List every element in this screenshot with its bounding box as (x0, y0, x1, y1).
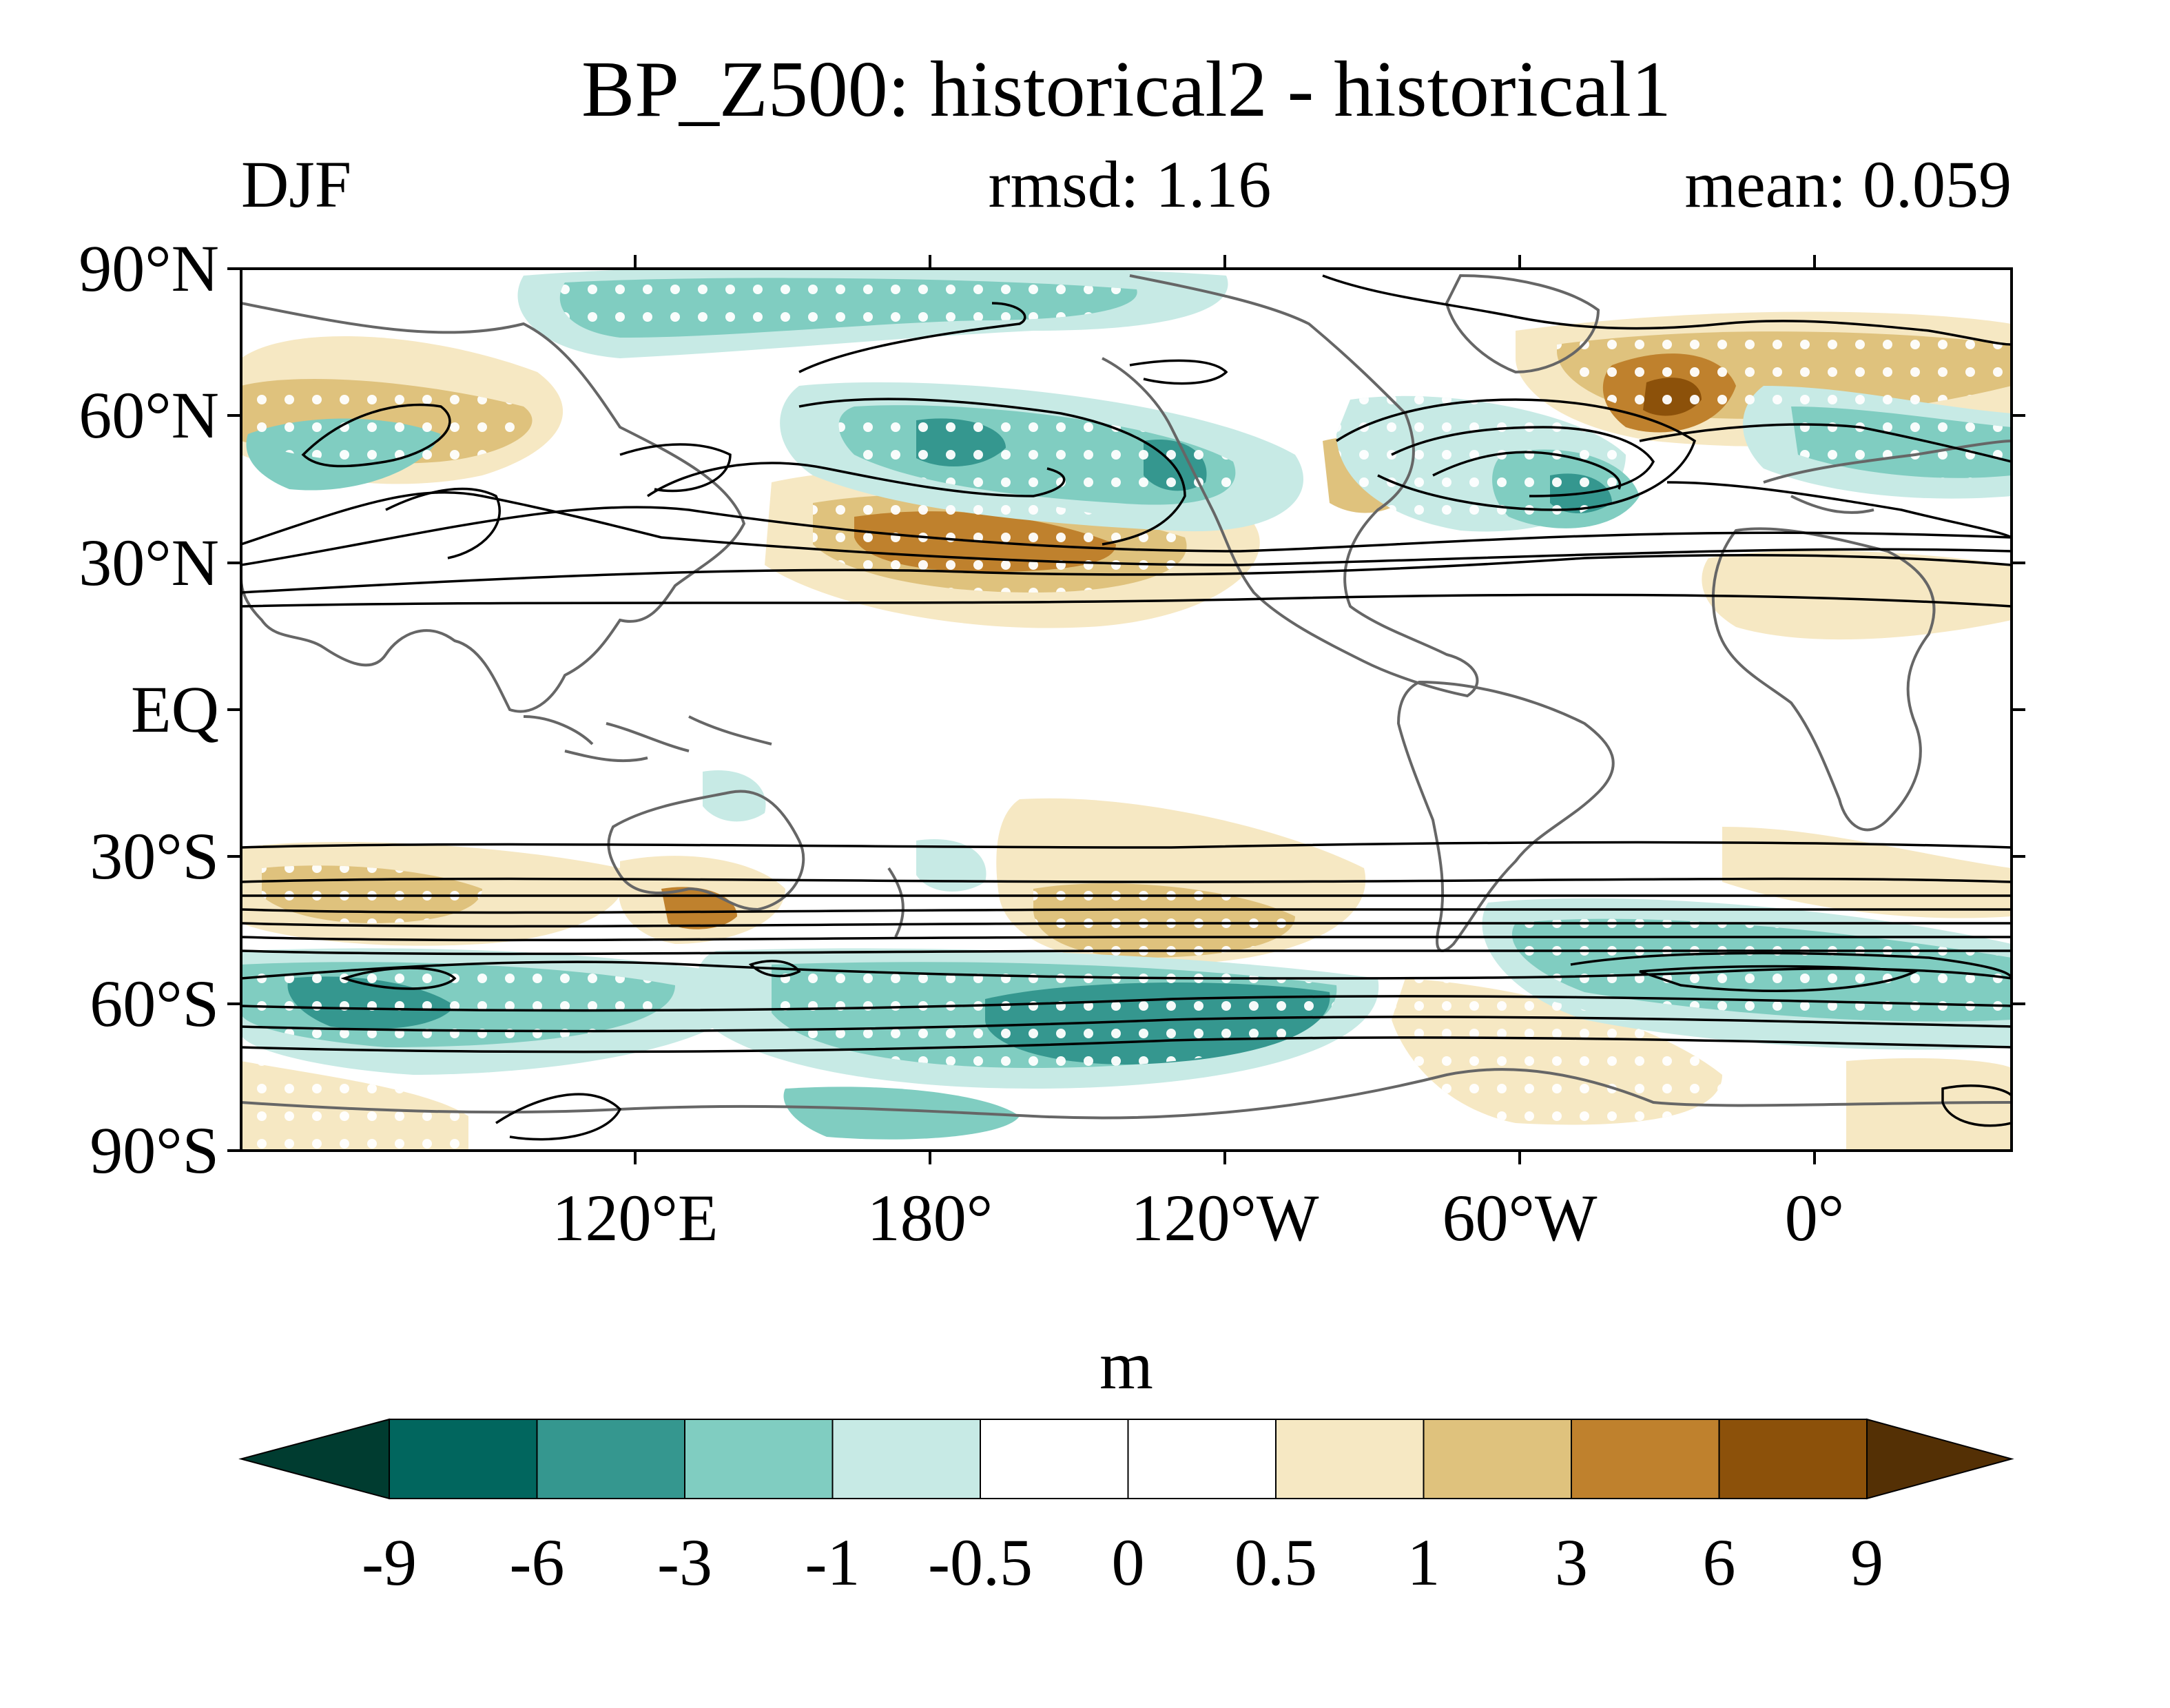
colorbar-tick-label: 9 (1850, 1525, 1883, 1599)
lon-label-60w: 60°W (1443, 1181, 1598, 1255)
colorbar-box (1275, 1419, 1425, 1499)
colorbar-tick-label: 6 (1703, 1525, 1736, 1599)
colorbar-extend-high (1866, 1418, 2014, 1500)
colorbar-box (1423, 1419, 1572, 1499)
colorbar-tick-label: -9 (362, 1525, 417, 1599)
colorbar-tick-label: 3 (1555, 1525, 1588, 1599)
colorbar-box (1127, 1419, 1277, 1499)
colorbar-box (1571, 1419, 1720, 1499)
lon-label-0: 0° (1785, 1181, 1844, 1255)
mean-label: mean: 0.059 (1684, 147, 2012, 221)
rmsd-label: rmsd: 1.16 (989, 147, 1272, 221)
colorbar-tick-label: 0 (1112, 1525, 1145, 1599)
latitude-labels: 90°N 60°N 30°N EQ 30°S 60°S 90°S (79, 231, 219, 1187)
significance-stippling (241, 278, 2012, 1151)
plot-title: BP_Z500: historical2 - historical1 (581, 45, 1671, 134)
colorbar-box (980, 1419, 1129, 1499)
climatology-contours (241, 274, 2012, 1141)
lat-label-60n: 60°N (79, 378, 219, 452)
lat-label-60s: 60°S (90, 967, 219, 1040)
colorbar-tick-label: -6 (510, 1525, 565, 1599)
season-label: DJF (241, 147, 351, 221)
colorbar: -9 -6 -3 -1 -0.5 0 0.5 1 3 6 9 (238, 1418, 2014, 1599)
colorbar-tick-label: -0.5 (928, 1525, 1033, 1599)
lon-label-120e: 120°E (552, 1181, 718, 1255)
colorbar-tick-label: -1 (805, 1525, 860, 1599)
lat-label-30s: 30°S (90, 819, 219, 893)
lat-label-eq: EQ (131, 672, 219, 746)
longitude-labels: 120°E 180° 120°W 60°W 0° (552, 1181, 1844, 1255)
map-panel (241, 269, 2012, 1151)
axis-ticks (227, 255, 2025, 1164)
colorbar-extend-low (238, 1418, 390, 1500)
colorbar-box (536, 1419, 685, 1499)
lat-label-90s: 90°S (90, 1113, 219, 1187)
colorbar-tick-label: 0.5 (1234, 1525, 1317, 1599)
lon-label-120w: 120°W (1131, 1181, 1319, 1255)
colorbar-tick-label: 1 (1407, 1525, 1440, 1599)
colorbar-box (831, 1419, 981, 1499)
colorbar-box (684, 1419, 834, 1499)
lat-label-30n: 30°N (79, 526, 219, 599)
colorbar-units: m (1099, 1327, 1153, 1403)
colorbar-box (389, 1419, 538, 1499)
lat-label-90n: 90°N (79, 231, 219, 305)
colorbar-tick-label: -3 (657, 1525, 712, 1599)
lon-label-180: 180° (867, 1181, 993, 1255)
colorbar-box (1718, 1419, 1868, 1499)
